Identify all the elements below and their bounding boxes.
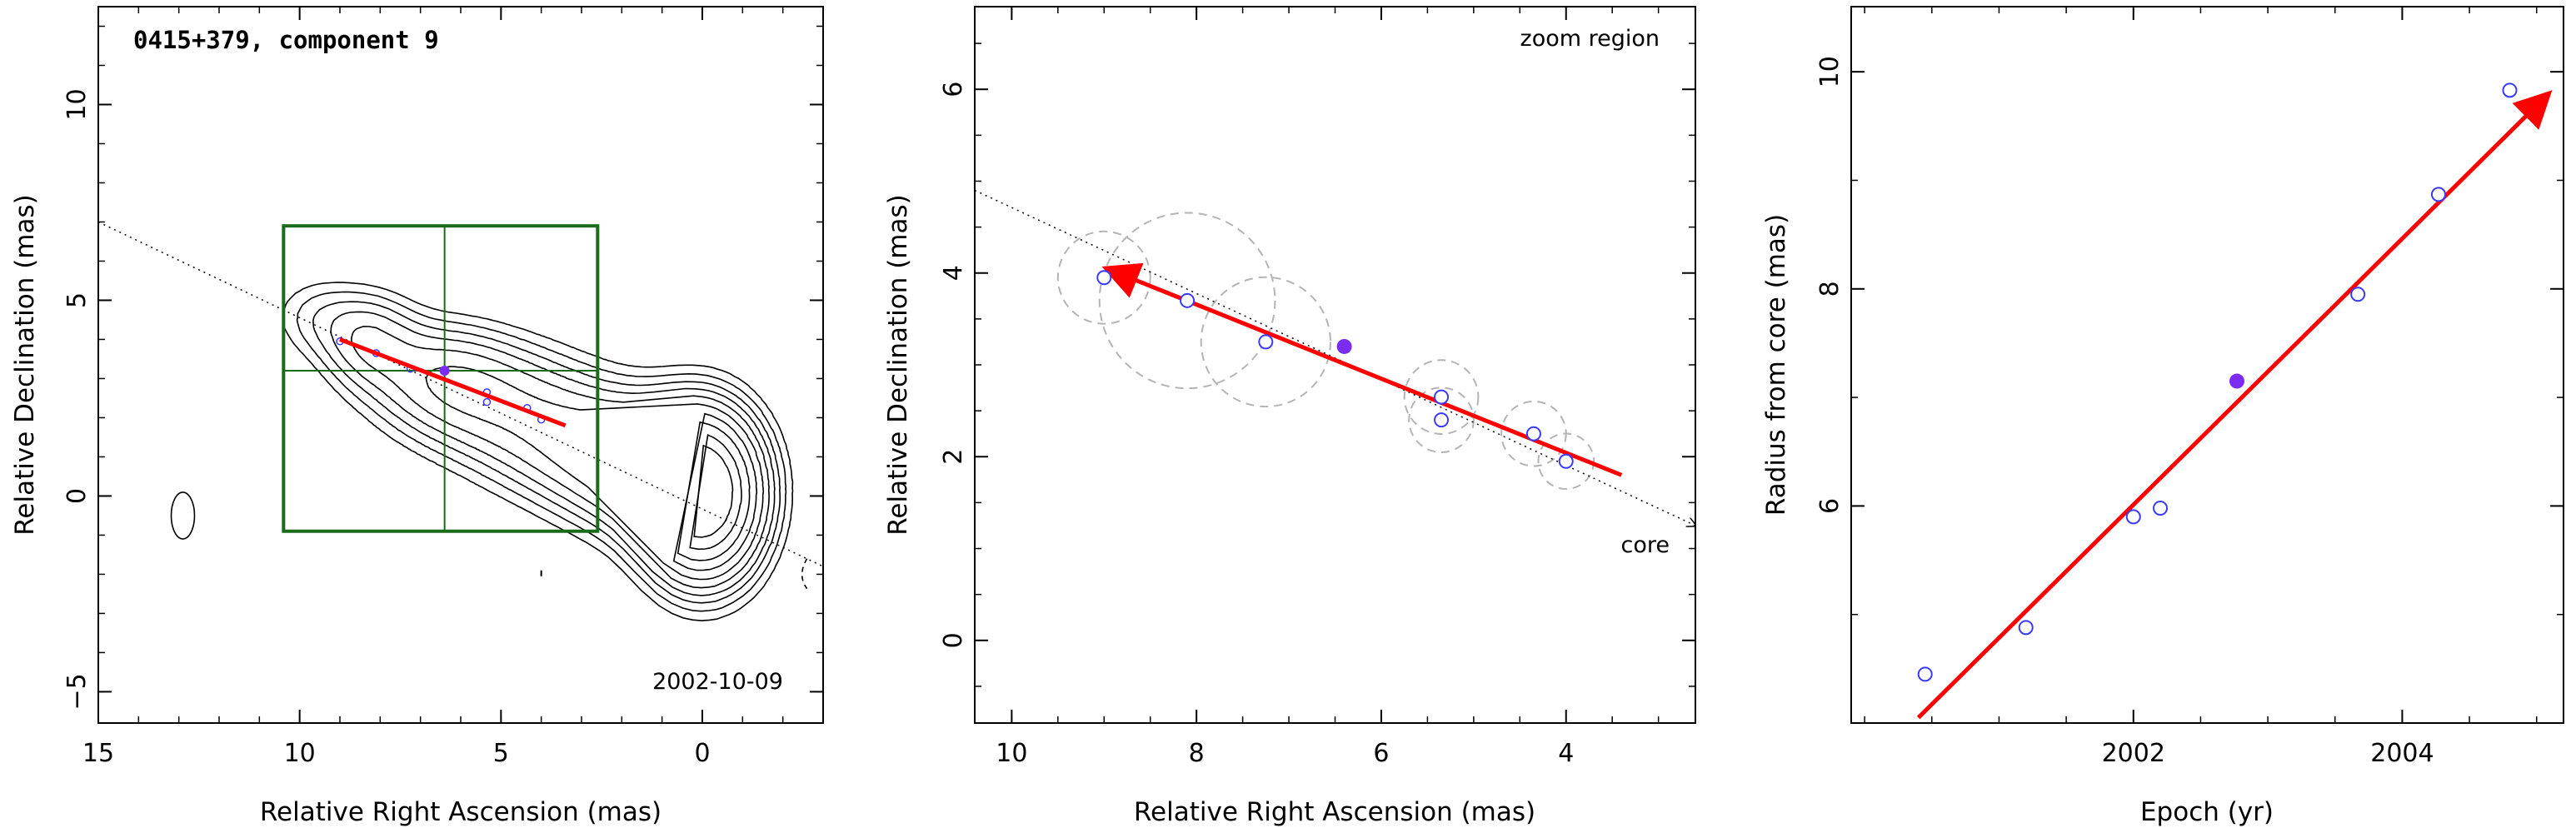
radius-epoch-y-axis-label: Radius from core (mas): [1761, 214, 1791, 516]
y-tick-label: 2: [939, 449, 968, 465]
x-tick-label: 6: [1373, 739, 1389, 768]
component-position-marker: [1558, 453, 1574, 469]
data-point: [2350, 287, 2366, 302]
contour-level: [672, 412, 758, 571]
contour-map-panel: 15 10 5 0 −5 0 5 10 0415+379, component 9 2002-…: [10, 6, 824, 827]
zoom-region-frame: [974, 6, 1696, 724]
data-point: [2125, 509, 2141, 525]
data-point: [2430, 187, 2446, 202]
contour-level: [693, 444, 734, 538]
contour-level: [282, 282, 794, 621]
component-position-marker: [482, 397, 492, 407]
radius-epoch-x-axis-label: Epoch (yr): [2140, 797, 2274, 827]
data-point: [2018, 620, 2034, 636]
contour-map-frame: [97, 6, 824, 724]
y-tick-label: 0: [62, 488, 92, 504]
beam-circle: [1408, 387, 1475, 453]
beam-circle: [1098, 212, 1276, 390]
x-tick-label: 15: [82, 739, 114, 768]
contour-map-y-axis-label: Relative Declination (mas): [10, 194, 40, 536]
component-position-marker: [1180, 292, 1196, 308]
x-tick-label: 5: [493, 739, 509, 768]
y-tick-label: 10: [62, 88, 92, 120]
beam-circle: [1200, 276, 1331, 408]
contour-level: [689, 434, 742, 551]
beam-circle: [1537, 432, 1595, 491]
contour-level: [676, 421, 751, 561]
radius-epoch-panel: 2002 2004 6 8 10 Epoch (yr) Radius from core…: [1761, 6, 2564, 827]
contour-map-x-axis-label: Relative Right Ascension (mas): [260, 797, 661, 827]
component-position-marker: [1258, 334, 1274, 350]
y-tick-label: 6: [1815, 498, 1845, 514]
current-epoch-marker: [2229, 373, 2244, 389]
zoom-box: [282, 224, 600, 533]
zoom-region-y-axis-label: Relative Declination (mas): [883, 194, 913, 536]
x-tick-label: 4: [1558, 739, 1574, 768]
motion-vector: [1101, 262, 1623, 477]
radius-epoch-plot-area: [1916, 82, 2553, 720]
zoom-region-plot-area: [975, 189, 1695, 526]
contour-map-title: 0415+379, component 9: [133, 26, 439, 54]
x-tick-label: 0: [694, 739, 710, 768]
component-position-marker: [1525, 426, 1541, 441]
y-tick-label: −5: [62, 673, 92, 710]
data-point: [1917, 666, 1933, 682]
component-position-marker: [1434, 389, 1450, 405]
current-epoch-marker: [1336, 338, 1352, 354]
negative-contour: [801, 558, 808, 590]
contour-level: [351, 326, 770, 589]
y-tick-label: 4: [939, 265, 968, 281]
data-point: [2502, 82, 2518, 98]
x-tick-label: 2002: [2102, 739, 2165, 768]
x-tick-label: 10: [284, 739, 316, 768]
y-tick-label: 10: [1815, 56, 1845, 87]
contour-level: [330, 311, 776, 596]
contour-level: [296, 291, 787, 612]
isolated-contour: [170, 491, 196, 540]
current-epoch-marker: [439, 366, 450, 377]
component-position-marker: [1434, 412, 1450, 428]
radius-epoch-frame: [1850, 6, 2564, 724]
y-tick-label: 8: [1815, 281, 1845, 297]
source-contours: [170, 282, 808, 621]
x-tick-label: 10: [996, 739, 1027, 768]
zoom-region-ticks: 10 8 6 4 0 2 4 6: [939, 7, 1695, 768]
contour-level: [425, 366, 765, 581]
zoom-region-annotation: zoom region: [1520, 26, 1660, 52]
motion-vector: [339, 337, 567, 428]
zoom-region-x-axis-label: Relative Right Ascension (mas): [1134, 797, 1535, 827]
beam-circle: [1056, 230, 1151, 325]
data-point: [2153, 501, 2169, 516]
jet-direction-line: [98, 221, 823, 567]
y-tick-label: 0: [939, 632, 968, 648]
x-tick-label: 8: [1189, 739, 1205, 768]
zoom-region-panel: 10 8 6 4 0 2 4 6 zoom region core Relative Righ…: [883, 6, 1696, 827]
x-tick-label: 2004: [2370, 739, 2434, 768]
epoch-label: 2002-10-09: [652, 669, 783, 695]
fit-line: [1916, 90, 2553, 720]
core-label: core: [1621, 532, 1670, 558]
radius-epoch-ticks: 2002 2004 6 8 10: [1815, 7, 2564, 768]
y-tick-label: 5: [62, 292, 92, 308]
contour-map-ticks: 15 10 5 0 −5 0 5 10: [62, 7, 824, 768]
contour-map-plot-area: [98, 221, 823, 621]
beam-circle: [1403, 359, 1480, 435]
contour-level: [312, 301, 781, 604]
component-position-marker: [1096, 270, 1112, 286]
y-tick-label: 6: [939, 82, 968, 97]
